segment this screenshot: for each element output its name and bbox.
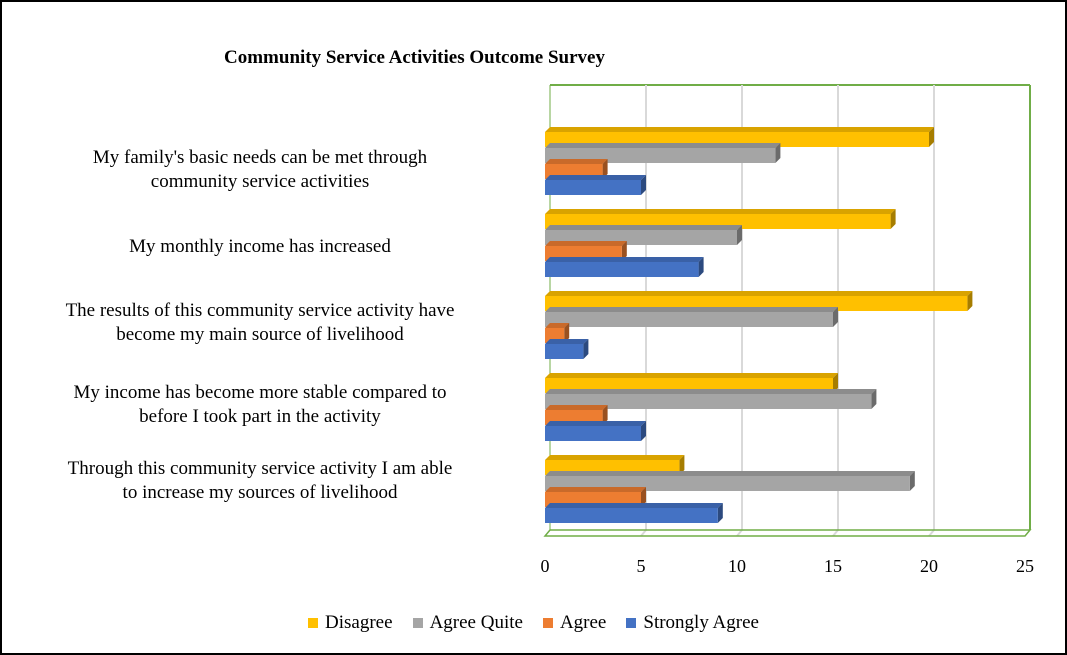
bar-end	[641, 487, 646, 507]
bar-end	[602, 159, 608, 179]
legend-swatch	[626, 618, 637, 628]
bar-top	[545, 175, 646, 180]
bar-end	[909, 471, 915, 491]
bar-end	[698, 257, 704, 277]
category-label-line: My family's basic needs can be met throu…	[92, 147, 428, 168]
category-label-line: become my main source of livelihood	[116, 324, 404, 345]
bar-end	[564, 323, 570, 343]
legend: Disagree Agree Quite Agree Strongly Agree	[0, 612, 1067, 634]
bar	[545, 344, 584, 359]
bar-top	[545, 241, 627, 246]
category-label-line: The results of this community service ac…	[65, 300, 455, 321]
bar-top	[545, 257, 704, 262]
gridline-floor	[640, 529, 647, 537]
legend-swatch	[542, 618, 553, 628]
category-label-line: community service activities	[150, 171, 370, 192]
gridline-floor	[832, 529, 839, 537]
bar-end	[679, 455, 685, 475]
x-tick-label: 20	[920, 556, 938, 576]
legend-item: Disagree	[308, 612, 393, 634]
bar	[545, 394, 872, 409]
chart-title: Community Service Activities Outcome Sur…	[224, 47, 605, 68]
bar-top	[545, 471, 915, 476]
bar-end	[967, 291, 973, 311]
bar-top	[545, 487, 646, 492]
bar	[545, 180, 641, 195]
bar-top	[545, 159, 608, 164]
bar-end	[641, 421, 646, 441]
category-label-line: My income has become more stable compare…	[73, 382, 447, 403]
bar-top	[545, 455, 685, 460]
bar-top	[545, 307, 838, 312]
bar-end	[775, 143, 781, 163]
bar-top	[545, 291, 973, 296]
category-label: My income has become more stable compare…	[0, 381, 520, 429]
category-label: Through this community service activity …	[0, 457, 520, 505]
bar-top	[545, 389, 877, 394]
x-tick-label: 5	[637, 556, 646, 576]
category-label-line: Through this community service activity …	[67, 458, 453, 479]
bar-end	[929, 127, 934, 147]
bar-top	[545, 127, 934, 132]
bar-end	[641, 175, 646, 195]
bar-top	[545, 225, 742, 230]
legend-label: Agree Quite	[429, 612, 523, 633]
bar-end	[583, 339, 589, 359]
bar-end	[717, 503, 723, 523]
bar-top	[545, 323, 570, 328]
bar-end	[833, 307, 838, 327]
bar-end	[602, 405, 608, 425]
legend-label: Agree	[559, 612, 607, 633]
bar-top	[545, 373, 838, 378]
bar-top	[545, 143, 781, 148]
category-label-line: before I took part in the activity	[139, 406, 381, 427]
category-label: My monthly income has increased	[0, 235, 520, 259]
bar-top	[545, 339, 589, 344]
x-tick-label: 15	[824, 556, 842, 576]
bar	[545, 508, 718, 523]
x-tick-label: 10	[728, 556, 746, 576]
legend-item: Agree	[542, 612, 607, 634]
bar	[545, 262, 699, 277]
bar-end	[737, 225, 742, 245]
x-tick-label: 0	[541, 556, 550, 576]
x-tick-label: 25	[1016, 556, 1034, 576]
category-label-line: My monthly income has increased	[129, 236, 391, 257]
legend-swatch	[412, 618, 423, 628]
bar	[545, 312, 833, 327]
legend-item: Strongly Agree	[626, 612, 759, 634]
bar-end	[833, 373, 838, 393]
legend-label: Disagree	[325, 612, 393, 633]
category-label: My family's basic needs can be met throu…	[0, 146, 520, 194]
legend-swatch	[308, 618, 319, 628]
bar-top	[545, 405, 608, 410]
category-label: The results of this community service ac…	[0, 299, 520, 347]
legend-item: Agree Quite	[412, 612, 523, 634]
bar-top	[545, 209, 896, 214]
bar-end	[621, 241, 627, 261]
bar-top	[545, 421, 646, 426]
plot-floor	[543, 529, 1032, 537]
gridline-floor	[736, 529, 743, 537]
bar	[545, 426, 641, 441]
bar-end	[890, 209, 896, 229]
category-label-line: to increase my sources of livelihood	[122, 482, 398, 503]
legend-label: Strongly Agree	[643, 612, 759, 633]
bar-top	[545, 503, 723, 508]
gridline-floor	[928, 529, 935, 537]
bar-end	[871, 389, 877, 409]
